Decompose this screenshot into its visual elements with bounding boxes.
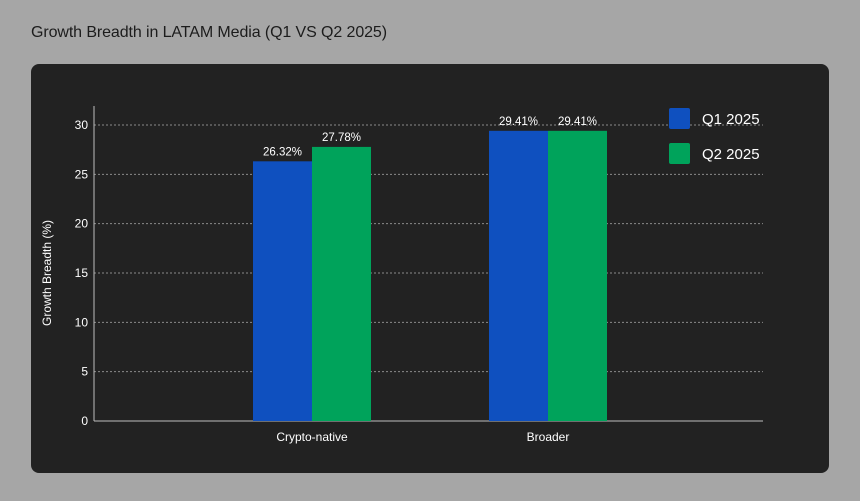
y-tick-label: 20 bbox=[75, 217, 89, 231]
y-tick-label: 15 bbox=[75, 266, 89, 280]
y-tick-label: 5 bbox=[81, 365, 88, 379]
bar-q1-2025-crypto-native bbox=[253, 161, 312, 421]
legend-swatch bbox=[669, 143, 690, 164]
y-axis-label: Growth Breadth (%) bbox=[40, 220, 54, 326]
data-label: 26.32% bbox=[263, 146, 302, 158]
chart-card: 0 5 10 15 20 25 30 Growth Breadth (%) 26.32% 27.7… bbox=[31, 64, 829, 473]
legend-swatch bbox=[669, 108, 690, 129]
data-label: 27.78% bbox=[322, 132, 361, 144]
x-category-label: Crypto-native bbox=[276, 430, 348, 444]
data-label: 29.41% bbox=[499, 116, 538, 128]
data-label: 29.41% bbox=[558, 116, 597, 128]
y-tick-label: 30 bbox=[75, 118, 89, 132]
y-tick-label: 0 bbox=[81, 414, 88, 428]
x-category-label: Broader bbox=[527, 430, 570, 444]
bar-q2-2025-broader bbox=[548, 130, 607, 421]
chart-title: Growth Breadth in LATAM Media (Q1 VS Q2 … bbox=[31, 24, 387, 41]
bar-q2-2025-crypto-native bbox=[312, 146, 371, 421]
bar-chart: 0 5 10 15 20 25 30 Growth Breadth (%) 26.32% 27.7… bbox=[40, 106, 763, 444]
y-tick-label: 10 bbox=[75, 315, 89, 329]
legend-label: Q2 2025 bbox=[702, 146, 760, 163]
bar-q1-2025-broader bbox=[489, 130, 548, 421]
legend-label: Q1 2025 bbox=[702, 111, 760, 128]
y-tick-label: 25 bbox=[75, 167, 89, 181]
